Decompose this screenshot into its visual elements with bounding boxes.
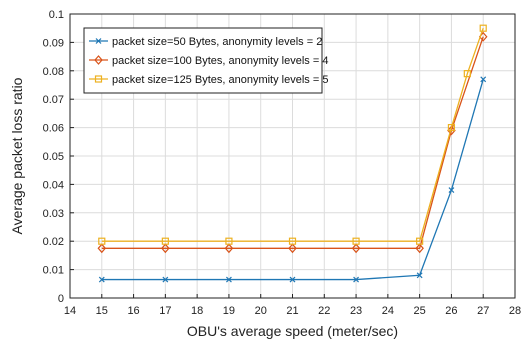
y-tick-label: 0.03 <box>43 208 64 220</box>
legend-label: packet size=100 Bytes, anonymity levels … <box>112 55 328 67</box>
data-point-x-marker <box>448 187 455 194</box>
data-point-square-marker <box>288 237 297 245</box>
axis-ticks: 14 15 16 17 18 19 20 21 22 23 24 25 26 27 28 0 0.01 0.02 0… <box>43 9 522 317</box>
x-tick-label: 15 <box>96 305 108 317</box>
data-point-square-marker <box>447 123 456 132</box>
data-point-x-marker <box>98 276 105 283</box>
legend-entry: packet size=100 Bytes, anonymity levels … <box>89 55 328 67</box>
data-point-square-marker <box>98 237 106 245</box>
data-point-square-marker <box>463 70 471 78</box>
data-point-x-marker <box>289 276 296 283</box>
x-tick-label: 21 <box>286 305 298 317</box>
legend-label: packet size=50 Bytes, anonymity levels =… <box>112 36 322 48</box>
y-tick-label: 0.08 <box>43 66 64 78</box>
data-point-x-marker <box>162 276 169 283</box>
y-axis-label: Average packet loss ratio <box>9 77 25 234</box>
legend: packet size=50 Bytes, anonymity levels =… <box>83 27 328 94</box>
data-point-diamond-marker <box>351 243 361 254</box>
legend-entry: packet size=50 Bytes, anonymity levels =… <box>89 36 322 48</box>
data-point-x-marker <box>416 272 423 279</box>
y-tick-label: 0.09 <box>43 37 64 49</box>
y-tick-label: 0.02 <box>43 236 64 248</box>
data-point-square-marker <box>161 237 169 245</box>
data-point-x-marker <box>480 76 487 83</box>
data-point-diamond-marker <box>97 243 107 254</box>
data-point-diamond-marker <box>224 243 234 254</box>
data-point-x-marker <box>226 276 232 283</box>
data-point-x-marker <box>353 276 359 283</box>
x-tick-label: 18 <box>191 305 203 317</box>
x-tick-label: 22 <box>318 305 330 317</box>
series-2 <box>97 31 488 254</box>
data-point-diamond-marker <box>288 243 297 254</box>
series-line <box>101 36 484 249</box>
x-tick-label: 19 <box>223 305 235 317</box>
series-1 <box>98 76 487 283</box>
series-group <box>97 24 488 283</box>
data-point-diamond-marker <box>94 55 103 65</box>
y-tick-label: 0.04 <box>43 179 64 191</box>
x-tick-label: 16 <box>127 305 139 317</box>
x-tick-label: 17 <box>159 305 171 317</box>
x-tick-label: 20 <box>255 305 267 317</box>
legend-box <box>83 27 323 94</box>
data-point-square-marker <box>94 75 103 83</box>
x-tick-label: 25 <box>414 305 426 317</box>
data-point-diamond-marker <box>415 243 424 254</box>
legend-entry: packet size=125 Bytes, anonymity levels … <box>89 74 328 86</box>
y-tick-label: 0.01 <box>43 265 64 277</box>
legend-label: packet size=125 Bytes, anonymity levels … <box>112 74 328 86</box>
y-tick-label: 0.07 <box>43 94 64 106</box>
data-point-diamond-marker <box>161 243 170 254</box>
y-tick-label: 0.1 <box>49 9 64 21</box>
x-tick-label: 28 <box>509 305 521 317</box>
series-line <box>101 79 484 281</box>
data-point-square-marker <box>352 237 360 245</box>
x-tick-label: 14 <box>64 305 76 317</box>
y-tick-label: 0 <box>58 293 64 305</box>
y-tick-label: 0.06 <box>43 123 64 135</box>
x-tick-label: 26 <box>445 305 457 317</box>
x-tick-label: 27 <box>477 305 489 317</box>
data-point-square-marker <box>479 24 487 32</box>
series-line <box>101 27 484 242</box>
y-tick-label: 0.05 <box>43 151 64 163</box>
x-tick-label: 24 <box>382 305 394 317</box>
data-point-square-marker <box>225 237 233 245</box>
x-tick-label: 23 <box>350 305 362 317</box>
data-point-x-marker <box>95 38 102 44</box>
data-point-diamond-marker <box>447 125 456 136</box>
series-3 <box>98 24 487 245</box>
data-point-square-marker <box>416 237 424 245</box>
x-axis-label: OBU's average speed (meter/sec) <box>187 323 398 339</box>
